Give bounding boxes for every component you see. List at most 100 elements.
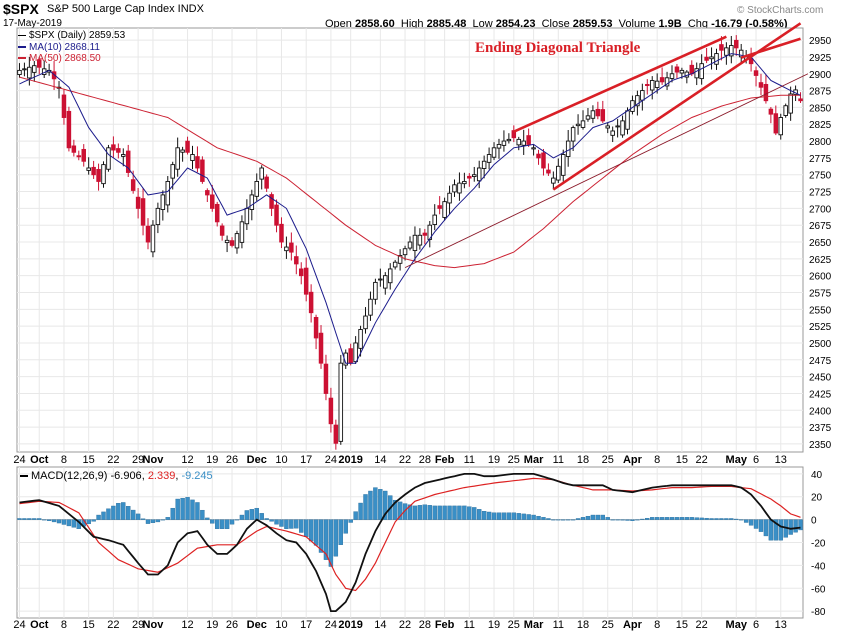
macd-histogram-bar [269,519,274,522]
price-tick-label: 2900 [809,70,832,81]
candle-body [620,120,625,136]
candle-body [625,110,630,130]
candle-body [481,160,487,169]
macd-histogram-bar [66,519,72,527]
candle-body [709,56,714,60]
macd-histogram-bar [506,512,512,520]
macd-histogram-bar [462,505,467,520]
candle-body [412,234,418,252]
candle-body [96,168,101,182]
macd-histogram-bar [491,512,497,520]
candle-body [392,261,398,268]
candle-body [402,248,408,256]
macd-histogram-bar [620,519,625,521]
diagonal-breakout-line [740,37,801,59]
candle-body [640,90,645,101]
candle-body [135,196,141,209]
macd-histogram-bar [190,499,195,520]
x-tick-label: 25 [508,454,520,466]
candle-body [590,110,596,119]
macd-histogram-bar [457,505,462,520]
price-tick-label: 2400 [809,406,832,417]
macd-histogram-bar [373,487,378,520]
macd-tick-label: 40 [811,470,823,481]
macd-histogram-bar [299,519,304,533]
open-value: 2858.60 [354,18,395,30]
macd-histogram-bar [333,519,339,557]
candle-body [689,64,695,75]
candle-body [274,204,279,226]
x-tick-label: 8 [654,619,660,631]
candle-body [699,63,704,80]
macd-histogram-bar [575,518,581,520]
macd-histogram-bar [289,519,294,529]
candle-body [565,140,571,157]
candle-body [373,281,378,300]
price-tick-label: 2425 [809,389,832,400]
macd-histogram-bar [130,509,136,520]
candle-body [570,127,576,142]
macd-histogram-bar [714,518,719,520]
candle-body [91,166,96,176]
candle-body [106,147,111,170]
macd-histogram-bar [56,519,62,524]
macd-histogram-bar [417,505,423,520]
candle-body [496,143,502,149]
macd-histogram-bar [116,503,121,520]
candle-body [615,125,620,128]
x-tick-label: 25 [602,454,614,466]
x-tick-label: Mar [524,454,544,466]
macd-histogram-bar [496,512,502,520]
x-tick-label: 14 [374,454,386,466]
candle-body [269,194,274,209]
candle-body [101,164,106,185]
macd-histogram-bar [61,519,67,525]
candle-body [501,140,507,146]
x-tick-label: 15 [676,454,688,466]
macd-histogram-bar [383,490,388,520]
x-tick-label: May [726,454,748,466]
macd-histogram-bar [467,506,472,520]
price-tick-label: 2625 [809,255,832,266]
macd-histogram-bar [511,512,517,520]
macd-histogram-bar [654,517,660,520]
macd-histogram-bar [615,519,620,521]
x-tick-label: 18 [577,619,589,631]
macd-line [19,472,801,612]
price-tick-label: 2950 [809,36,832,47]
x-tick-label: 24 [13,619,25,631]
x-tick-label: 11 [553,619,564,631]
candle-body [407,241,413,249]
candle-body [679,69,685,74]
x-tick-label: 22 [107,454,119,466]
support-trendline [404,73,809,268]
x-tick-label: 22 [399,454,411,466]
candle-body [521,140,526,146]
macd-histogram-bar [580,517,586,520]
macd-histogram-bar [180,497,185,520]
x-tick-label: Mar [524,619,544,631]
x-tick-label: May [726,619,748,631]
x-tick-label: 25 [602,619,614,631]
macd-histogram-bar [585,515,591,520]
macd-histogram-bar [215,519,220,529]
candle-body [526,135,531,145]
candle-body [531,147,536,150]
candle-body [284,246,289,252]
candle-body [353,342,358,363]
macd-tick-label: -40 [811,561,826,572]
x-tick-label: 29 [132,454,144,466]
macd-histogram-bar [294,519,299,529]
x-tick-label: Oct [30,454,49,466]
macd-histogram-bar [625,519,630,521]
x-tick-label: Dec [247,619,267,631]
x-tick-label: 17 [300,454,312,466]
price-tick-label: 2850 [809,103,832,114]
candle-body [298,268,304,277]
macd-histogram-bar [274,519,279,525]
candle-body [175,147,180,170]
candle-body [610,130,615,136]
macd-histogram-bar [205,517,210,520]
candle-body [61,94,67,118]
macd-histogram-bar [551,519,556,521]
